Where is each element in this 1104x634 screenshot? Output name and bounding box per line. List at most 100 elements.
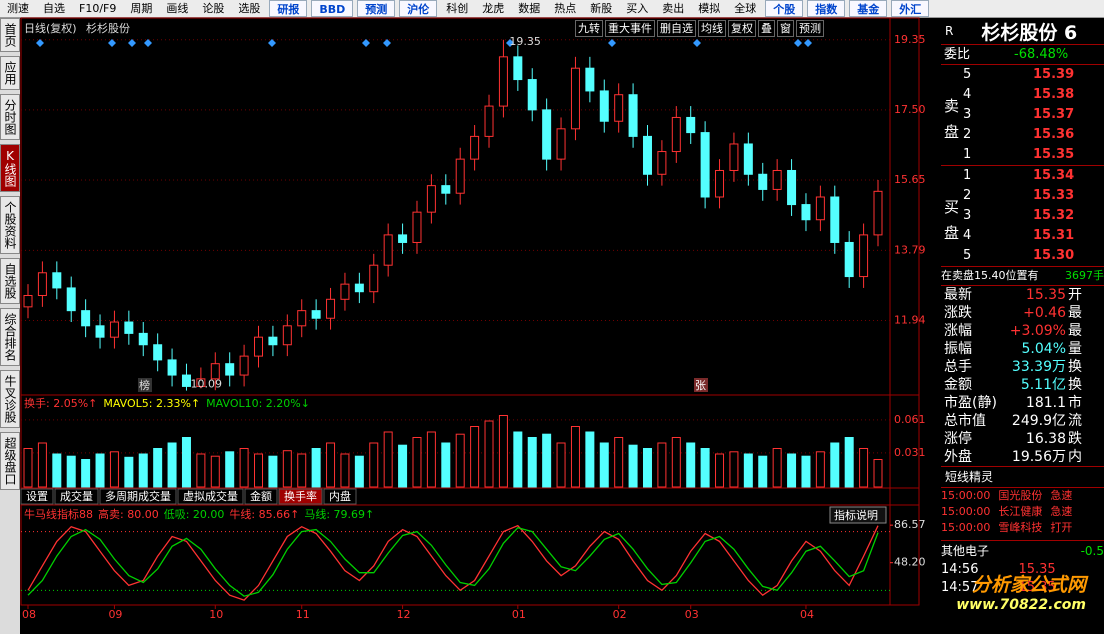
menu-item[interactable]: 全球 [734,2,757,15]
watermark-name: 分析家公式网 [971,574,1086,596]
sidebar-tab[interactable]: K线图 [0,144,20,192]
candle-body [585,67,595,92]
event-marker [383,39,391,47]
volume-bar [153,448,163,488]
toolbar-button[interactable]: 九转 [575,20,603,37]
menu-item[interactable]: 自选 [43,2,65,15]
indicator-header: MAVOL5: 2.33%↑ [103,397,200,410]
candle-body [513,56,523,81]
y-tick-label: 0.031 [894,446,926,459]
volume-bar [729,451,739,488]
menu-item[interactable]: 测速 [7,2,29,15]
volume-bar [398,444,408,488]
sidebar-tab[interactable]: 个股资料 [0,196,20,254]
volume-bar [715,453,725,488]
sidebar-tab[interactable]: 牛叉诊股 [0,370,20,428]
indicator-tab[interactable]: 金额 [250,489,272,503]
book-label: 买盘 [944,198,960,242]
candle-body [628,94,638,137]
candle-body [326,298,336,319]
menu-item[interactable]: 沪伦 [399,0,438,17]
indicator-tab[interactable]: 内盘 [329,489,351,503]
candle-body [787,169,797,206]
sidebar-tab[interactable]: 超级盘口 [0,432,20,490]
order-book: 买盘 1 15.34 2 15.33 3 15.32 4 15.31 5 15.30 [941,166,1104,267]
y-tick-label: 13.79 [894,243,926,256]
alert-row[interactable]: 15:00:00 长江健康 急速 [941,504,1104,520]
toolbar-button[interactable]: 叠 [758,20,775,37]
menu-item[interactable]: 新股 [590,2,613,15]
alert-row[interactable]: 15:00:00 国光股份 急速 [941,488,1104,504]
sidebar-tab[interactable]: 综合排名 [0,308,20,366]
label: 市盈(静) [944,395,997,411]
volume-bar [124,456,134,488]
indicator-tab[interactable]: 多周期成交量 [105,489,171,503]
toolbar-button[interactable]: 窗 [777,20,794,37]
menu-item[interactable]: 外汇 [891,0,930,17]
sidebar-tab[interactable]: 应用 [0,56,20,90]
menu-item[interactable]: 基金 [849,0,888,17]
y-tick-label: 0.061 [894,413,926,426]
y-tick-label: 11.94 [894,314,926,327]
quote-header: R 杉杉股份 6 [941,18,1104,45]
sidebar-tab[interactable]: 分时图 [0,94,20,140]
menu-item[interactable]: 买入 [626,2,649,15]
event-marker [506,39,514,47]
label: 内 [1068,449,1082,465]
candle-body [729,143,739,171]
tab-bg [177,488,244,505]
candle-body [455,158,465,194]
quote-row: 总市值 249.9亿流 [941,412,1104,430]
menu-item[interactable]: 指数 [807,0,846,17]
volume-bar [686,442,696,488]
time: 14:57 [941,580,979,595]
notice: 在卖盘15.40位置有 [941,269,1039,282]
indicator-tab[interactable]: 换手率 [284,489,317,503]
volume-bar [527,437,537,488]
volume-bar [311,448,321,488]
menu-item[interactable]: 画线 [166,2,189,15]
menu-item[interactable]: 个股 [765,0,804,17]
candle-body [239,355,249,376]
toolbar-button[interactable]: 预测 [796,20,824,37]
candle-body [527,79,537,111]
indicator-line [27,524,879,601]
menu-item[interactable]: 科创 [446,2,469,15]
label: 最 [1068,323,1082,339]
indicator-tab[interactable]: 虚拟成交量 [183,489,238,503]
menu-item[interactable]: BBD [311,0,354,17]
menu-item[interactable]: 研报 [269,0,308,17]
volume-bar [268,455,278,488]
menu-item[interactable]: 预测 [357,0,396,17]
toolbar-button[interactable]: 重大事件 [605,20,655,37]
price: 15.32 [1033,208,1075,223]
candle-body [369,264,379,293]
candle-body [686,116,696,134]
menu-item[interactable]: 卖出 [662,2,685,15]
volume-bar [383,431,393,488]
menu-item[interactable]: 龙虎 [482,2,505,15]
indicator-tab[interactable]: 设置 [26,490,48,503]
menu-item[interactable]: 热点 [554,2,577,15]
menu-item[interactable]: 数据 [518,2,541,15]
label: 换 [1068,377,1082,393]
menu-item[interactable]: 选股 [238,2,261,15]
volume-bar [470,426,480,488]
event-marker [128,39,136,47]
menu-item[interactable]: F10/F9 [79,2,117,15]
toolbar-button[interactable]: 均线 [698,20,726,37]
menu-item[interactable]: 周期 [130,2,153,15]
volume-bar [354,455,364,488]
level: 1 [963,168,972,183]
indicator-tab[interactable]: 成交量 [60,489,93,503]
sidebar-tab[interactable]: 首页 [0,18,20,52]
toolbar-button[interactable]: 复权 [728,20,756,37]
sidebar-tab[interactable]: 自选股 [0,258,20,304]
toolbar-button[interactable]: 删自选 [657,20,696,37]
indicator-help-button[interactable]: 指标说明 [834,508,878,522]
price: 15.39 [1033,67,1075,82]
alert-row[interactable]: 15:00:00 雪峰科技 打开 [941,520,1104,536]
volume-bar [37,442,47,488]
menu-item[interactable]: 论股 [202,2,225,15]
menu-item[interactable]: 模拟 [698,2,721,15]
